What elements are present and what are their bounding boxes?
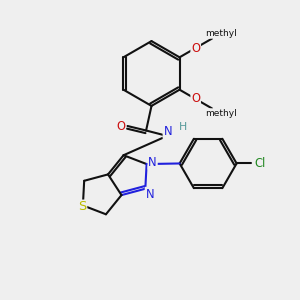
Text: methyl: methyl: [205, 29, 236, 38]
Text: S: S: [78, 200, 86, 213]
Text: H: H: [178, 122, 187, 132]
Text: Cl: Cl: [254, 157, 266, 170]
Text: O: O: [116, 119, 125, 133]
Text: O: O: [191, 41, 200, 55]
Text: O: O: [191, 92, 200, 106]
Text: N: N: [148, 156, 157, 169]
Text: methyl: methyl: [205, 109, 236, 118]
Text: N: N: [164, 125, 172, 138]
Text: N: N: [146, 188, 154, 201]
